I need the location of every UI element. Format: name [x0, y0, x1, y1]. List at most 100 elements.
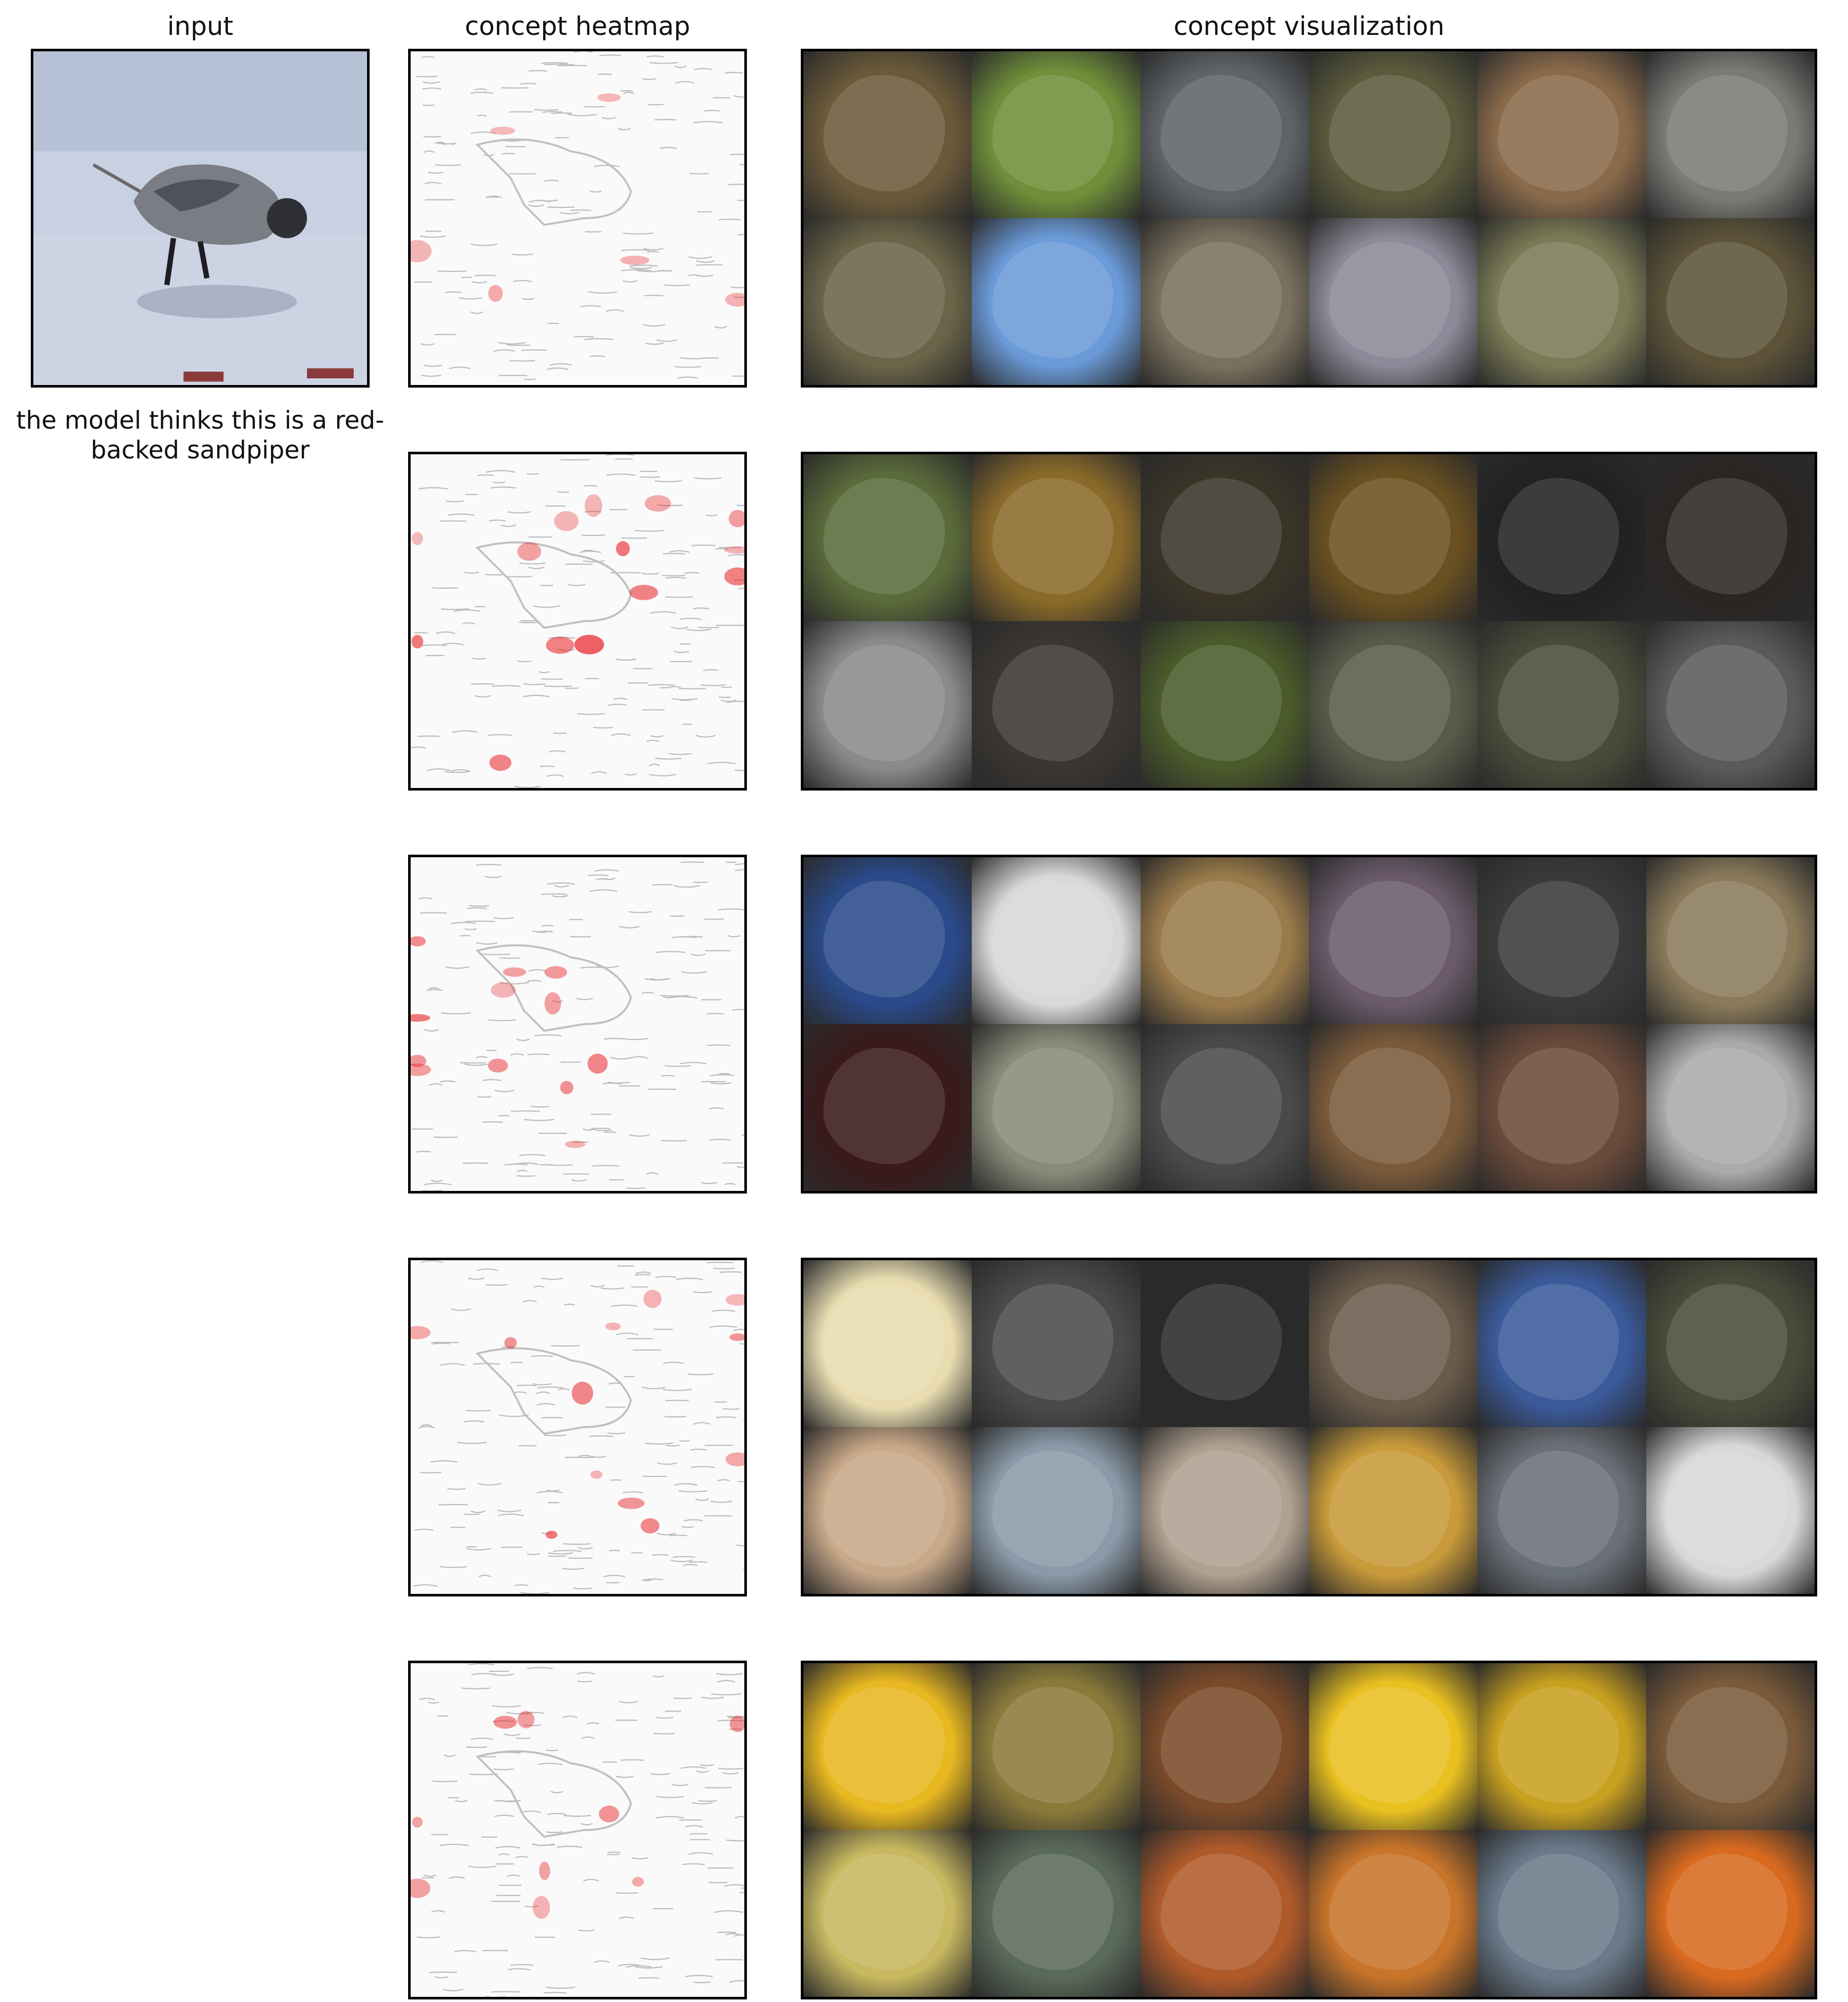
edge-stroke: [470, 91, 493, 94]
edge-stroke: [696, 275, 714, 277]
edge-stroke: [557, 1388, 570, 1391]
edge-stroke: [489, 519, 506, 522]
heat-blob: [584, 494, 603, 517]
example-image-tile: [972, 454, 1141, 621]
concept-heatmap-3: [408, 855, 747, 1194]
edge-stroke: [451, 921, 476, 925]
edge-stroke: [427, 768, 451, 772]
edge-stroke: [629, 264, 658, 267]
heat-blob: [503, 967, 526, 977]
example-image-tile: [1646, 454, 1815, 621]
edge-stroke: [494, 1089, 515, 1092]
example-image-tile: [1646, 1260, 1815, 1427]
example-image-tile: [1477, 1427, 1646, 1594]
edge-stroke: [665, 596, 693, 598]
edge-stroke: [649, 62, 678, 64]
edge-stroke: [591, 1127, 610, 1129]
edge-stroke: [493, 349, 515, 352]
edge-stroke: [708, 1881, 728, 1883]
edge-stroke: [418, 897, 433, 899]
heat-blob: [488, 1058, 508, 1073]
edge-stroke: [672, 1556, 696, 1558]
edge-stroke: [644, 1578, 664, 1581]
edge-stroke: [439, 1080, 456, 1083]
edge-stroke: [495, 1846, 521, 1849]
heat-blob: [725, 293, 744, 307]
edge-stroke: [660, 147, 677, 149]
edge-stroke: [669, 686, 681, 688]
example-image-tile: [1309, 51, 1478, 218]
edge-stroke: [695, 1498, 709, 1501]
edge-stroke: [527, 1553, 540, 1555]
edge-stroke: [514, 1584, 529, 1587]
edge-stroke: [514, 785, 541, 788]
edge-stroke: [656, 951, 686, 953]
example-image-tile: [1140, 218, 1309, 385]
concept-visualization-4: [801, 1258, 1817, 1596]
heat-blob: [643, 1289, 662, 1308]
example-image-tile: [803, 218, 972, 385]
bird-outline: [475, 541, 632, 629]
edge-stroke: [674, 65, 687, 68]
edge-stroke: [564, 1303, 575, 1306]
edge-stroke: [736, 1544, 744, 1547]
edge-stroke: [663, 553, 685, 555]
edge-stroke: [691, 953, 706, 956]
heat-blob: [539, 1861, 550, 1880]
edge-stroke: [499, 981, 529, 985]
edge-stroke: [660, 994, 689, 997]
edge-stroke: [678, 376, 698, 379]
edge-stroke: [435, 631, 455, 634]
edge-stroke: [485, 876, 502, 878]
edge-stroke: [556, 1845, 583, 1848]
edge-stroke: [619, 926, 640, 929]
edge-stroke: [707, 761, 736, 764]
edge-stroke: [534, 1034, 562, 1036]
example-image-tile: [1140, 1427, 1309, 1594]
edge-stroke: [714, 325, 727, 329]
edge-stroke: [593, 1960, 610, 1964]
edge-stroke: [565, 563, 592, 565]
edge-stroke: [608, 703, 627, 706]
edge-stroke: [593, 726, 613, 729]
heat-blob: [554, 511, 579, 531]
edge-stroke: [596, 965, 620, 968]
edge-stroke: [672, 698, 698, 701]
edge-stroke: [690, 1466, 715, 1468]
edge-stroke: [508, 511, 531, 514]
edge-stroke: [656, 1717, 673, 1719]
edge-stroke: [527, 979, 542, 982]
input-header: input: [167, 11, 234, 41]
edge-stroke: [685, 1825, 703, 1828]
edge-stroke: [735, 869, 744, 872]
edge-stroke: [494, 1814, 514, 1817]
heat-blob: [544, 992, 561, 1015]
edge-stroke: [528, 566, 545, 569]
edge-stroke: [532, 930, 551, 933]
edge-stroke: [468, 1865, 497, 1868]
heat-blob: [560, 1081, 573, 1094]
edge-stroke: [616, 1332, 639, 1336]
edge-stroke: [560, 459, 590, 461]
edge-stroke: [645, 342, 664, 345]
bird-outline: [475, 944, 632, 1032]
edge-stroke: [641, 1579, 652, 1582]
concept-visualization-5: [801, 1661, 1817, 1999]
edge-stroke: [471, 1510, 486, 1513]
edge-stroke: [718, 1767, 743, 1770]
edge-stroke: [734, 1934, 744, 1937]
edge-stroke: [618, 127, 631, 131]
edge-stroke: [581, 1736, 595, 1739]
edge-stroke: [506, 1711, 536, 1715]
edge-stroke: [520, 1592, 549, 1594]
edge-stroke: [657, 1462, 677, 1465]
edge-stroke: [476, 1056, 488, 1058]
edge-stroke: [670, 1560, 693, 1563]
example-image-tile: [972, 1427, 1141, 1594]
heat-blob: [411, 1063, 431, 1076]
edge-stroke: [607, 1851, 621, 1854]
edge-stroke: [663, 996, 676, 998]
edge-stroke: [583, 1128, 595, 1131]
edge-stroke: [649, 611, 677, 614]
edge-stroke: [451, 769, 470, 772]
